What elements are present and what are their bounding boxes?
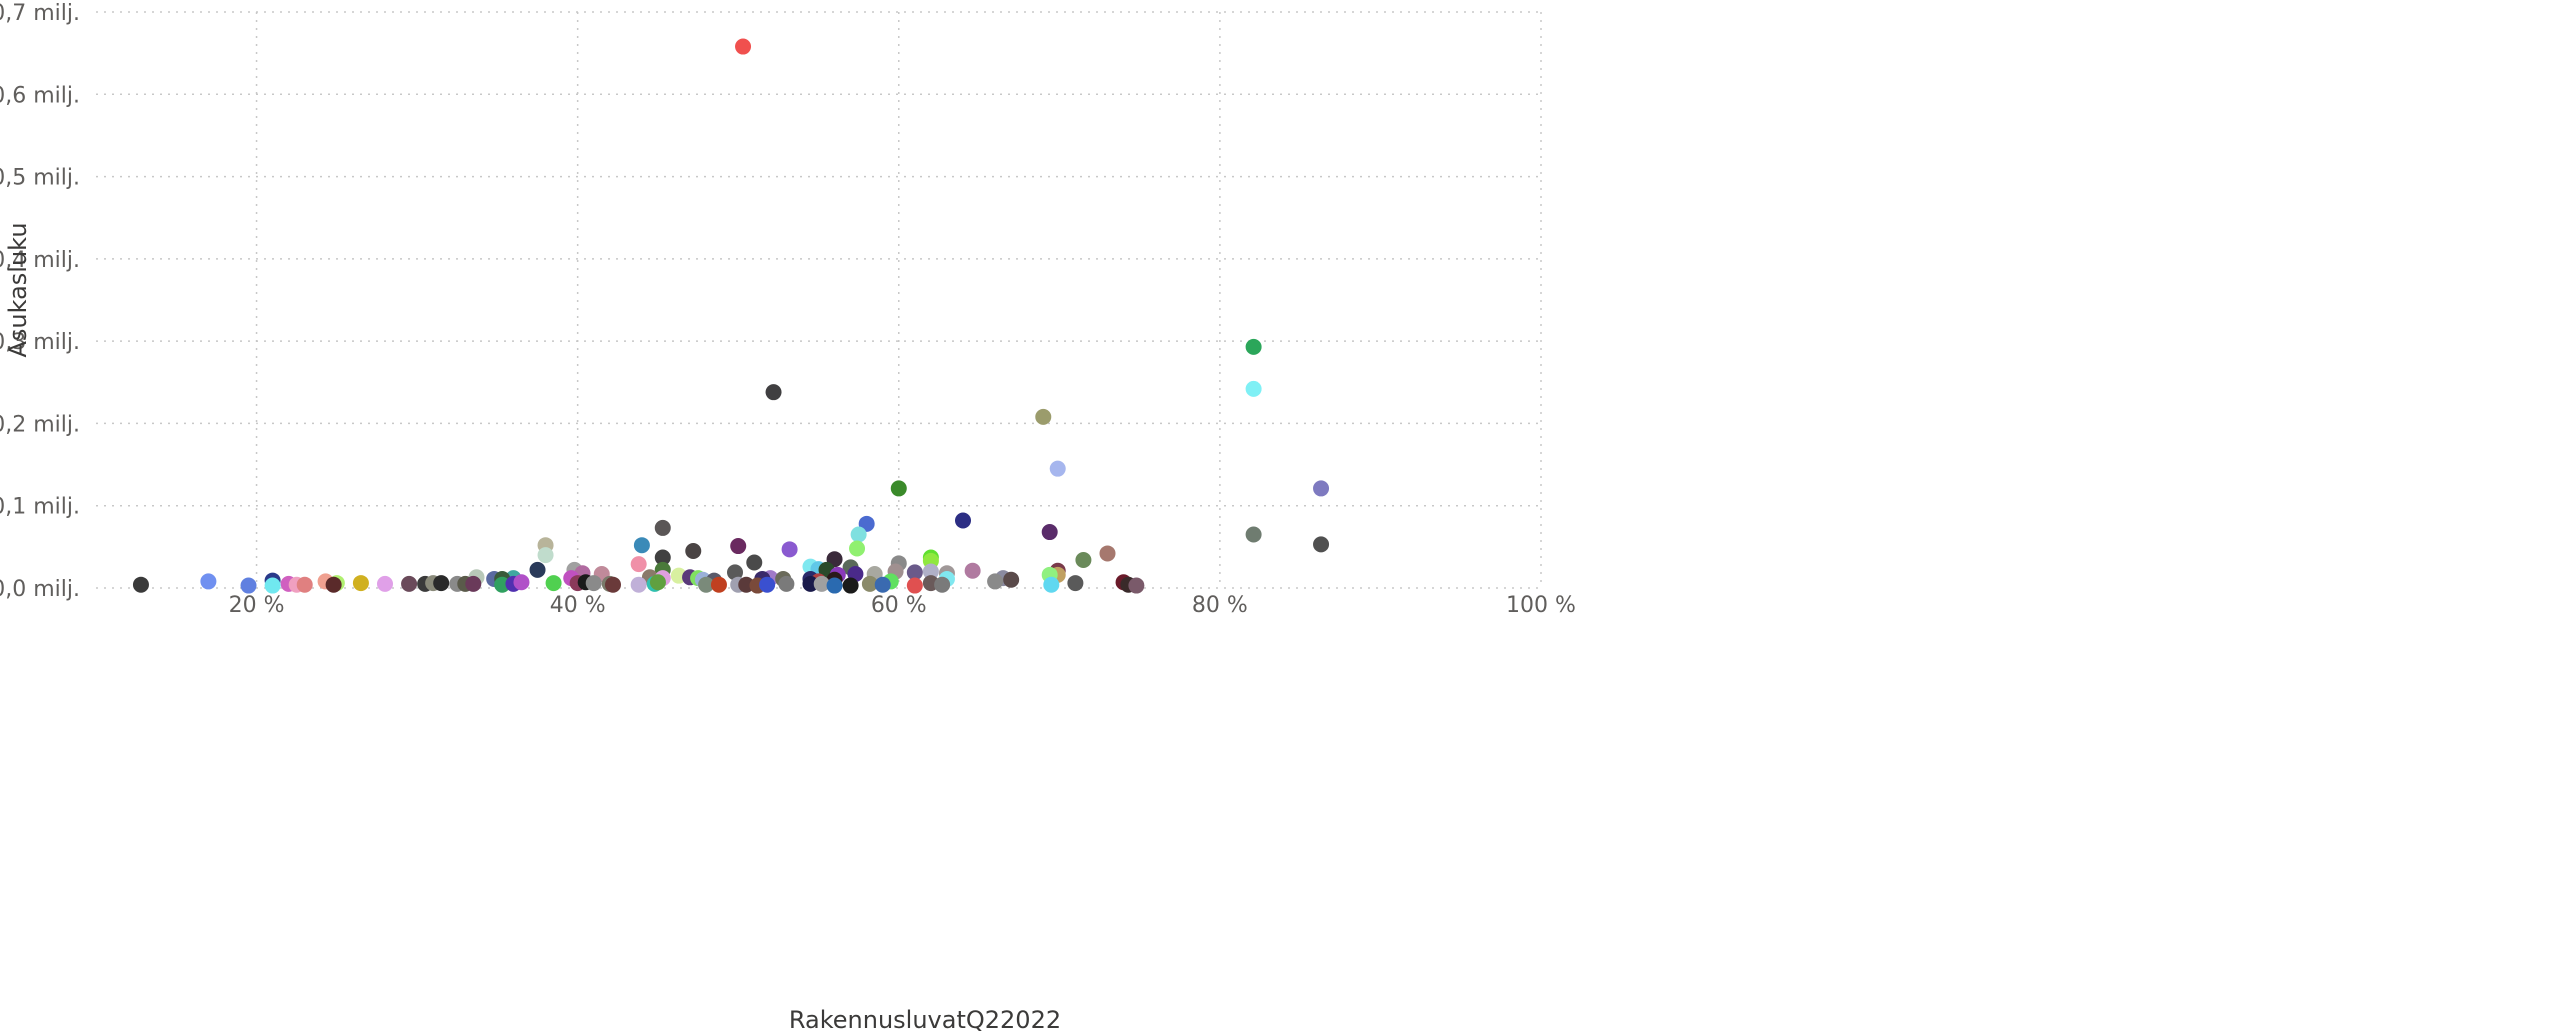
y-tick-label: 0,5 milj.: [0, 166, 80, 191]
scatter-point[interactable]: [727, 564, 744, 581]
scatter-point[interactable]: [377, 575, 393, 592]
scatter-point[interactable]: [906, 564, 923, 581]
scatter-point[interactable]: [746, 554, 763, 571]
x-tick-label: 20 %: [229, 593, 285, 618]
scatter-point[interactable]: [630, 576, 647, 593]
scatter-point[interactable]: [964, 562, 981, 579]
scatter-point[interactable]: [765, 384, 782, 401]
scatter-point[interactable]: [802, 575, 819, 592]
scatter-point[interactable]: [465, 575, 482, 592]
scatter-point[interactable]: [545, 575, 562, 592]
scatter-point[interactable]: [826, 577, 843, 594]
scatter-point[interactable]: [922, 563, 939, 580]
scatter-point[interactable]: [1049, 460, 1066, 477]
scatter-point[interactable]: [1099, 545, 1116, 562]
scatter-point[interactable]: [849, 540, 866, 557]
y-tick-label: 0,6 milj.: [0, 83, 80, 108]
scatter-point[interactable]: [1245, 526, 1262, 543]
scatter-point[interactable]: [710, 576, 727, 593]
scatter-point[interactable]: [1313, 480, 1330, 497]
scatter-point[interactable]: [781, 541, 798, 558]
scatter-point[interactable]: [654, 519, 671, 536]
x-tick-label: 60 %: [871, 593, 927, 618]
scatter-point[interactable]: [240, 577, 257, 594]
scatter-point[interactable]: [685, 542, 702, 559]
x-tick-label: 80 %: [1192, 593, 1248, 618]
scatter-point[interactable]: [649, 574, 666, 591]
scatter-point[interactable]: [1035, 408, 1052, 425]
scatter-point[interactable]: [861, 575, 878, 592]
x-axis-title: RakennusluvatQ22022: [789, 1006, 1061, 1034]
scatter-point[interactable]: [513, 574, 530, 591]
y-tick-label: 0,2 milj.: [0, 412, 80, 437]
y-tick-label: 0,1 milj.: [0, 495, 80, 520]
scatter-point[interactable]: [1043, 576, 1060, 593]
scatter-point[interactable]: [200, 573, 217, 590]
scatter-point[interactable]: [352, 575, 369, 592]
scatter-point[interactable]: [955, 512, 971, 529]
y-tick-label: 0,7 milj.: [0, 1, 80, 26]
scatter-point[interactable]: [813, 575, 830, 592]
scatter-point[interactable]: [325, 576, 342, 593]
scatter-point[interactable]: [1313, 536, 1330, 553]
y-axis-title: Asukasluku: [4, 222, 32, 357]
scatter-point[interactable]: [1067, 575, 1084, 592]
scatter-point[interactable]: [890, 480, 907, 497]
grid-lines: [96, 11, 1542, 589]
scatter-point[interactable]: [264, 577, 281, 594]
x-axis-ticks: 20 % 40 % 60 % 80 % 100 %: [229, 593, 1576, 618]
scatter-point[interactable]: [1041, 524, 1058, 541]
y-axis-ticks: 0,0 milj. 0,1 milj. 0,2 milj. 0,3 milj. 0,4 …: [0, 1, 80, 602]
scatter-point[interactable]: [132, 576, 149, 593]
scatter-point[interactable]: [1003, 571, 1020, 588]
scatter-point[interactable]: [604, 576, 621, 593]
scatter-point[interactable]: [585, 575, 602, 592]
x-tick-label: 100 %: [1506, 593, 1576, 618]
scatter-point[interactable]: [842, 577, 859, 594]
scatter-point[interactable]: [987, 573, 1004, 590]
data-points[interactable]: [132, 38, 1330, 594]
scatter-point[interactable]: [874, 576, 891, 593]
x-tick-label: 40 %: [550, 593, 606, 618]
scatter-point[interactable]: [1075, 552, 1092, 569]
scatter-point[interactable]: [906, 577, 923, 594]
scatter-point[interactable]: [529, 561, 546, 578]
scatter-point[interactable]: [401, 575, 418, 592]
scatter-point[interactable]: [537, 547, 554, 564]
scatter-point[interactable]: [654, 549, 671, 566]
scatter-point[interactable]: [296, 576, 313, 593]
y-tick-label: 0,3 milj.: [0, 330, 80, 355]
scatter-point[interactable]: [1245, 380, 1262, 397]
y-tick-label: 0,4 milj.: [0, 248, 80, 273]
scatter-point[interactable]: [1128, 577, 1145, 594]
scatter-point[interactable]: [698, 576, 715, 593]
scatter-point[interactable]: [850, 526, 867, 543]
scatter-point[interactable]: [778, 575, 795, 592]
scatter-point[interactable]: [730, 538, 747, 555]
scatter-point[interactable]: [433, 575, 450, 592]
scatter-point[interactable]: [735, 38, 752, 55]
scatter-point[interactable]: [934, 576, 951, 593]
scatter-point[interactable]: [633, 537, 650, 554]
scatter-point[interactable]: [630, 556, 647, 573]
y-tick-label: 0,0 milj.: [0, 577, 80, 602]
scatter-point[interactable]: [1245, 338, 1262, 355]
scatter-point[interactable]: [759, 576, 776, 593]
